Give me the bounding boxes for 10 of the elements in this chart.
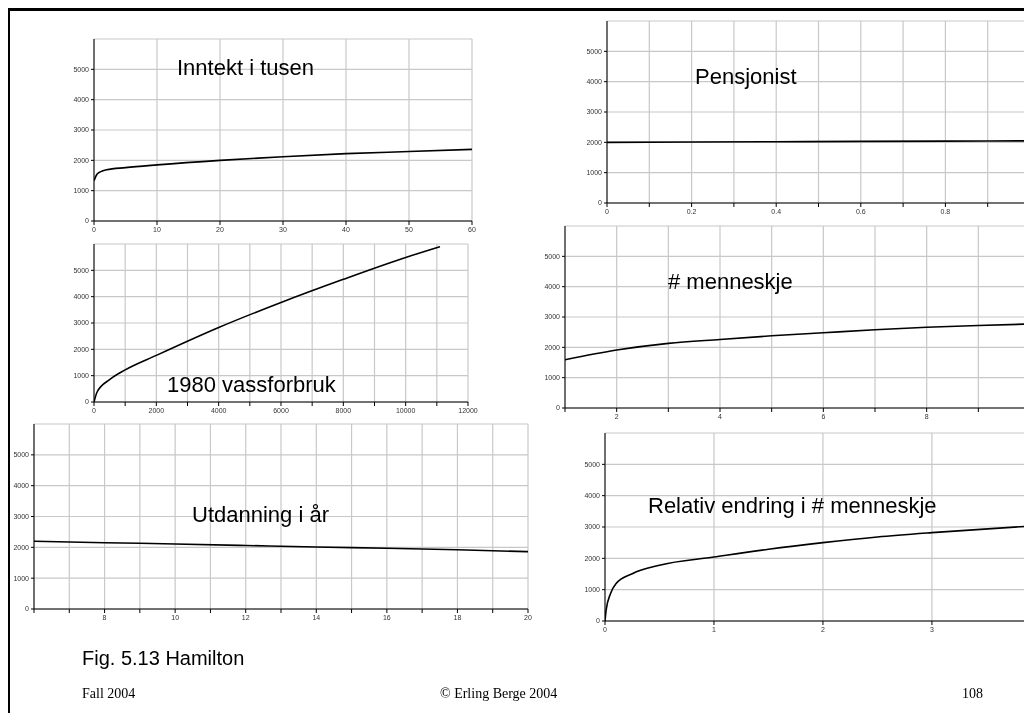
text: 1980 vassforbruk: [167, 372, 336, 398]
text: © Erling Berge 2004: [440, 686, 558, 702]
text: Pensjonist: [695, 64, 797, 90]
text: Fall 2004: [82, 686, 136, 702]
text: 108: [962, 686, 983, 702]
caption: Fig. 5.13 Hamilton: [82, 647, 245, 670]
text: # menneskje: [668, 269, 793, 295]
text: Utdanning i år: [192, 502, 329, 528]
text: Relativ endring i # menneskje: [648, 493, 937, 519]
text: Inntekt i tusen: [177, 55, 314, 81]
